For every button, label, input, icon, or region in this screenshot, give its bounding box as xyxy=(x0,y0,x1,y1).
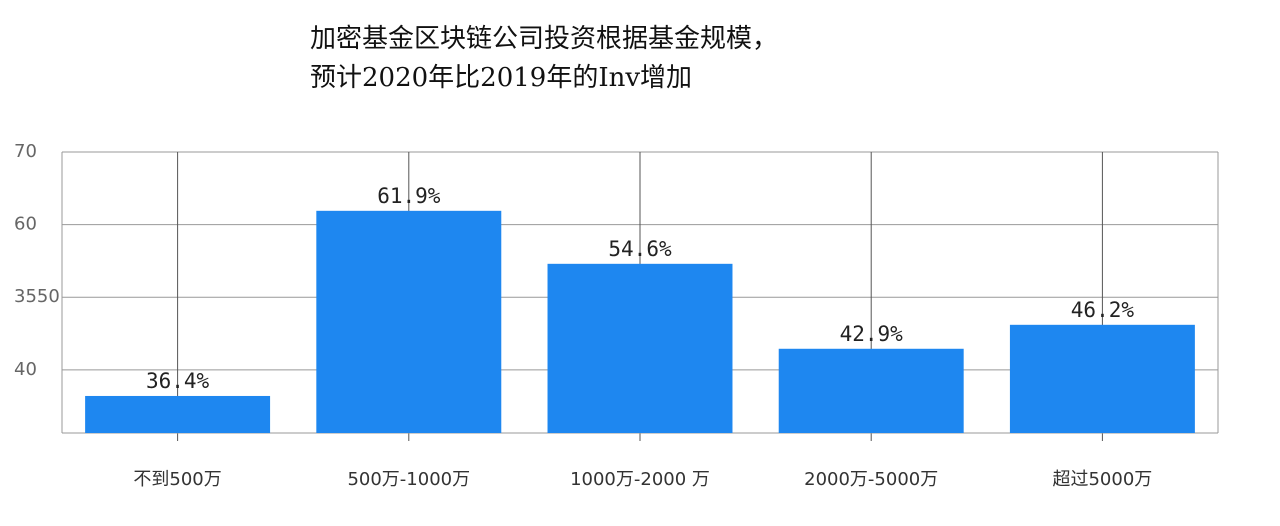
data-label: 54.6% xyxy=(608,237,672,261)
y-tick-label: 3550 xyxy=(14,286,60,307)
data-label: 46.2% xyxy=(1071,298,1135,322)
y-tick-label: 70 xyxy=(14,141,37,162)
data-label: 61.9% xyxy=(377,184,441,208)
data-label: 42.9% xyxy=(840,322,904,346)
x-tick-label: 1000万-2000 万 xyxy=(570,469,710,490)
chart-title: 预计2020年比2019年的Inv增加 xyxy=(310,63,692,93)
x-tick-label: 2000万-5000万 xyxy=(804,469,938,490)
bar xyxy=(1009,324,1195,433)
bar xyxy=(778,348,964,433)
x-tick-label: 500万-1000万 xyxy=(347,469,470,490)
y-tick-label: 60 xyxy=(14,214,37,235)
bar xyxy=(547,263,733,433)
x-tick-label: 不到500万 xyxy=(133,469,221,490)
chart-title: 加密基金区块链公司投资根据基金规模， xyxy=(310,24,778,54)
bar xyxy=(316,210,502,433)
data-label: 36.4% xyxy=(146,369,210,393)
bar xyxy=(85,395,271,433)
y-tick-label: 40 xyxy=(14,359,37,380)
x-tick-label: 超过5000万 xyxy=(1052,469,1152,490)
